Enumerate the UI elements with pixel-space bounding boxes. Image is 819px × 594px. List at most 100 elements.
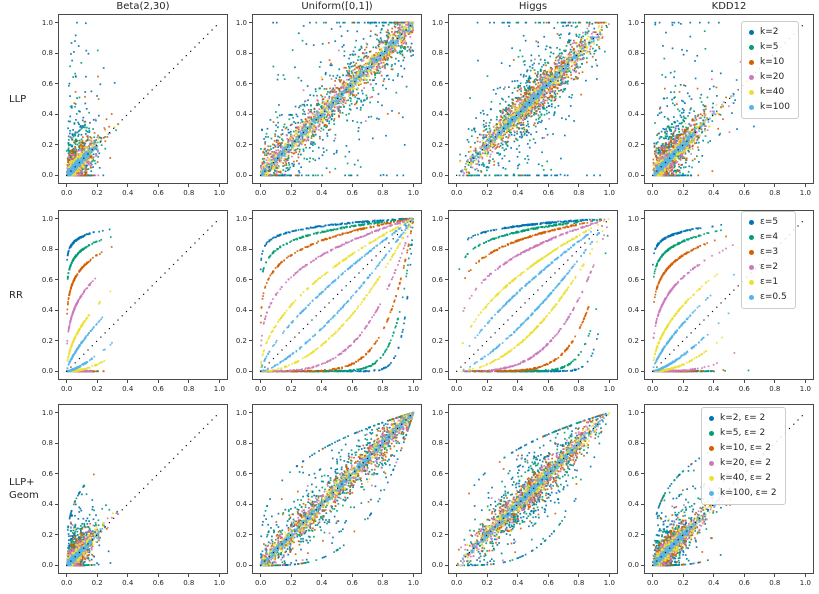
x-tick-label: 0.0: [255, 385, 267, 393]
y-tick: [249, 340, 252, 342]
legend-item: k=20: [749, 72, 790, 83]
y-tick-label: 0.6: [627, 79, 639, 88]
x-tick-label: 0.6: [738, 189, 750, 197]
column-title-beta: Beta(2,30): [116, 1, 170, 12]
y-tick: [55, 564, 58, 566]
x-tick-label: 0.4: [708, 189, 720, 197]
y-tick: [249, 279, 252, 281]
y-tick-label: 0.6: [41, 469, 53, 478]
y-tick-label: 0.8: [235, 439, 247, 448]
y-tick-label: 0.6: [627, 275, 639, 284]
x-tick-label: 0.8: [769, 385, 781, 393]
y-tick: [445, 412, 448, 414]
x-tick: [351, 184, 353, 187]
panel-rr-beta: [58, 210, 228, 380]
x-tick-label: 0.6: [346, 579, 358, 587]
y-tick: [55, 412, 58, 414]
legend-item-label: ε=5: [760, 217, 779, 227]
y-tick-label: 0.2: [431, 336, 443, 345]
y-tick: [445, 83, 448, 85]
y-tick: [55, 52, 58, 54]
x-tick: [290, 184, 292, 187]
y-tick: [55, 248, 58, 250]
x-tick: [188, 574, 190, 577]
legend-marker-dot: [709, 416, 714, 421]
y-tick: [249, 144, 252, 146]
y-tick: [641, 174, 644, 176]
legend-item-label: k=40, ε= 2: [720, 473, 771, 483]
x-tick-label: 0.0: [647, 189, 659, 197]
panel-llp-higgs: [448, 14, 618, 184]
y-tick: [445, 340, 448, 342]
x-tick: [96, 574, 98, 577]
y-tick-label: 0.6: [41, 275, 53, 284]
legend-item-label: k=2: [760, 27, 779, 37]
y-tick-label: 0.4: [431, 500, 443, 509]
x-tick-label: 0.6: [738, 579, 750, 587]
legend-item-label: k=5, ε= 2: [720, 428, 766, 438]
x-tick: [382, 184, 384, 187]
legend-marker-dot: [709, 446, 714, 451]
x-tick-label: 1.0: [603, 579, 615, 587]
x-tick-label: 0.0: [61, 385, 73, 393]
x-tick: [774, 380, 776, 383]
legend-item-label: ε=3: [760, 247, 779, 257]
legend-item: k=10: [749, 57, 790, 68]
y-tick: [445, 534, 448, 536]
x-tick: [456, 380, 458, 383]
x-tick-label: 0.0: [451, 189, 463, 197]
y-tick-label: 0.4: [41, 500, 53, 509]
x-tick-label: 0.2: [481, 579, 493, 587]
y-tick: [249, 534, 252, 536]
y-tick-label: 0.8: [235, 49, 247, 58]
legend-item: ε=3: [749, 247, 787, 258]
panel-llp-uniform: [252, 14, 422, 184]
x-tick: [321, 380, 323, 383]
x-tick-label: 0.4: [708, 385, 720, 393]
x-tick-label: 1.0: [603, 189, 615, 197]
column-title-uniform: Uniform([0,1]): [301, 1, 373, 12]
x-tick-label: 0.2: [285, 385, 297, 393]
y-tick-label: 0.6: [41, 79, 53, 88]
y-tick: [55, 144, 58, 146]
legend-llp: k=2 k=5 k=10 k=20 k=40 k=100: [741, 21, 799, 119]
legend-marker-dot: [749, 235, 754, 240]
y-tick: [249, 473, 252, 475]
y-tick: [249, 248, 252, 250]
y-tick: [445, 248, 448, 250]
x-tick-label: 0.0: [647, 385, 659, 393]
legend-llp-geom: k=2, ε= 2 k=5, ε= 2 k=10, ε= 2 k=20, ε= 2 k=…: [701, 407, 786, 505]
legend-marker-dot: [709, 431, 714, 436]
y-tick-label: 1.0: [431, 18, 443, 27]
x-tick-label: 0.2: [481, 189, 493, 197]
legend-marker-dot: [749, 75, 754, 80]
x-tick-label: 0.0: [255, 189, 267, 197]
y-tick: [249, 174, 252, 176]
x-tick: [456, 574, 458, 577]
y-tick-label: 1.0: [41, 214, 53, 223]
x-tick: [578, 380, 580, 383]
x-tick-label: 1.0: [213, 189, 225, 197]
y-tick-label: 0.0: [235, 171, 247, 180]
y-tick-label: 0.4: [235, 110, 247, 119]
y-tick-label: 0.6: [235, 469, 247, 478]
y-tick: [641, 144, 644, 146]
y-tick: [249, 218, 252, 220]
row-label-llp: LLP: [9, 93, 27, 105]
y-tick: [249, 412, 252, 414]
y-tick-label: 1.0: [41, 18, 53, 27]
y-tick: [641, 279, 644, 281]
x-tick: [578, 184, 580, 187]
legend-item: k=2, ε= 2: [709, 413, 777, 424]
y-tick-label: 0.6: [235, 79, 247, 88]
legend-item: k=100: [749, 102, 790, 113]
x-tick: [804, 184, 806, 187]
legend-marker-dot: [749, 250, 754, 255]
x-tick: [188, 380, 190, 383]
y-tick-label: 0.6: [431, 79, 443, 88]
y-tick-label: 0.4: [235, 500, 247, 509]
y-tick: [249, 370, 252, 372]
x-tick-label: 1.0: [213, 385, 225, 393]
y-tick: [445, 144, 448, 146]
